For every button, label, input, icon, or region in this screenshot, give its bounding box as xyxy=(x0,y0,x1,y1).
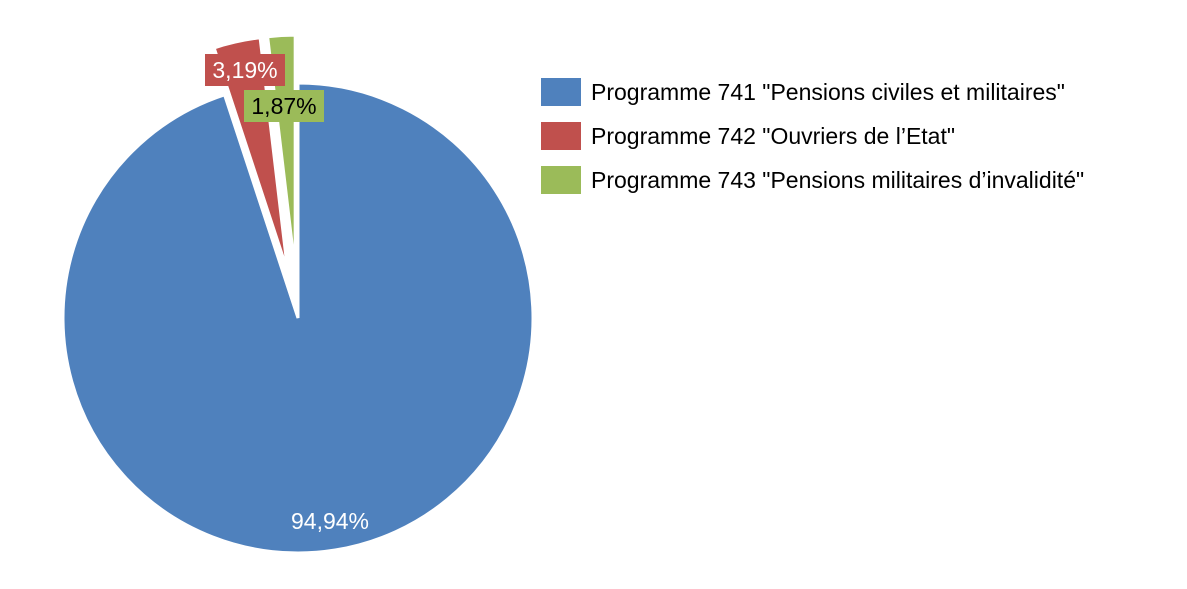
legend-item: Programme 742 "Ouvriers de l’Etat" xyxy=(541,114,1084,158)
legend-label: Programme 741 "Pensions civiles et milit… xyxy=(591,78,1065,105)
legend-swatch xyxy=(541,122,581,150)
pie-slice xyxy=(61,81,535,555)
data-label: 94,94% xyxy=(291,508,369,534)
legend-label: Programme 743 "Pensions militaires d’inv… xyxy=(591,166,1085,193)
legend: Programme 741 "Pensions civiles et milit… xyxy=(541,70,1084,202)
data-label-background xyxy=(244,90,324,122)
legend-swatch xyxy=(541,78,581,106)
legend-item: Programme 741 "Pensions civiles et milit… xyxy=(541,70,1084,114)
pie-slice xyxy=(212,36,290,272)
data-label-background xyxy=(205,54,285,86)
legend-item: Programme 743 "Pensions militaires d’inv… xyxy=(541,158,1084,202)
data-label: 1,87% xyxy=(251,93,316,119)
data-label: 3,19% xyxy=(212,57,277,83)
legend-label: Programme 742 "Ouvriers de l’Etat" xyxy=(591,122,956,149)
legend-swatch xyxy=(541,166,581,194)
